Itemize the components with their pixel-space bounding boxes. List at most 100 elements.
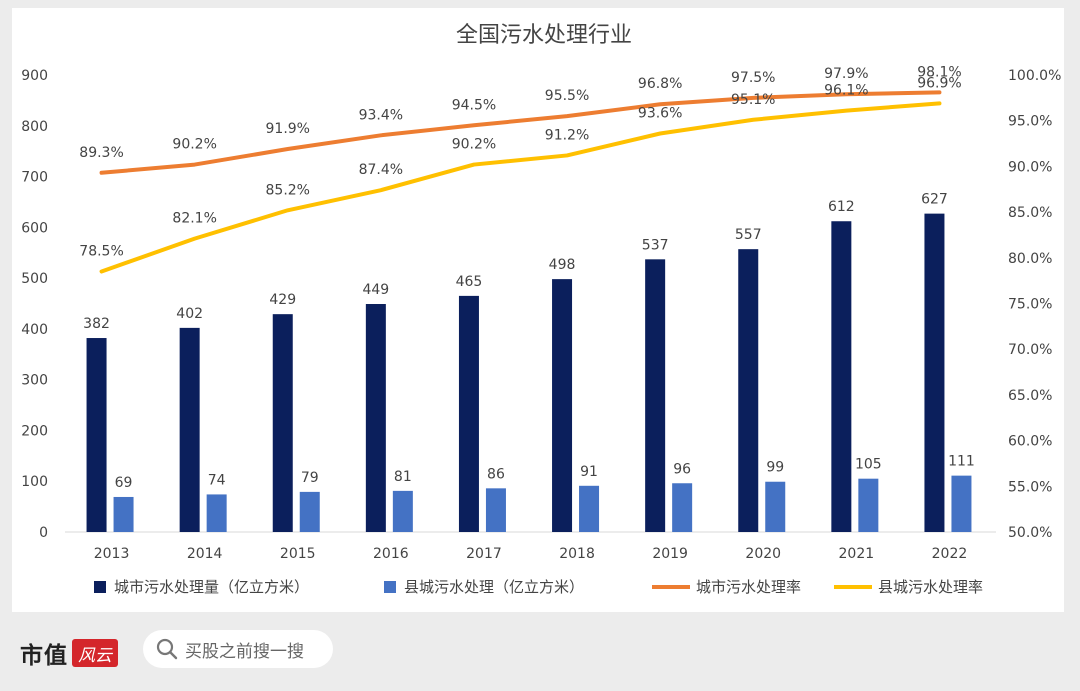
y-right-tick-label: 85.0% <box>1008 205 1052 221</box>
search-placeholder: 买股之前搜一搜 <box>185 641 304 662</box>
line-county-rate <box>99 101 942 274</box>
line-value-label: 85.2% <box>266 182 310 198</box>
bar-city <box>738 249 759 532</box>
bar-city <box>458 295 479 532</box>
y-left-tick-label: 0 <box>39 525 48 541</box>
line-value-label: 78.5% <box>79 244 123 260</box>
line-value-label: 95.5% <box>545 88 589 104</box>
bar-value-label: 91 <box>580 464 598 480</box>
y-left-tick-label: 400 <box>21 322 48 338</box>
footer-bar: 市值 风云 买股之前搜一搜 <box>0 614 1080 691</box>
line-value-label: 91.9% <box>266 121 310 137</box>
line-value-label: 93.4% <box>359 107 403 123</box>
bar-value-label: 74 <box>208 472 226 488</box>
bar-county <box>485 488 506 532</box>
y-left-tick-label: 900 <box>21 68 48 84</box>
legend-label: 县城污水处理率 <box>878 578 983 596</box>
bar-value-label: 429 <box>269 292 296 308</box>
y-left-tick-label: 100 <box>21 474 48 490</box>
brand-mark: 风云 <box>72 639 118 667</box>
bar-county <box>672 483 693 532</box>
bar-value-label: 612 <box>828 199 855 215</box>
line-value-label: 90.2% <box>172 137 216 153</box>
line-value-label: 96.1% <box>824 83 868 99</box>
bar-county <box>299 491 320 532</box>
legend-label: 县城污水处理（亿立方米） <box>404 578 584 596</box>
chart-title: 全国污水处理行业 <box>456 23 632 48</box>
y-right-tick-label: 65.0% <box>1008 388 1052 404</box>
brand-logo[interactable]: 市值 风云 <box>20 636 118 670</box>
line-value-label: 96.9% <box>917 75 961 91</box>
bar-value-label: 627 <box>921 192 948 208</box>
x-tick-label: 2017 <box>466 546 502 562</box>
bar-value-label: 69 <box>115 475 133 491</box>
bar-city <box>272 314 293 532</box>
line-value-label: 97.5% <box>731 70 775 86</box>
bar-value-label: 96 <box>673 461 691 477</box>
bar-county <box>951 475 972 532</box>
y-right-tick-label: 100.0% <box>1008 68 1061 84</box>
x-tick-label: 2015 <box>280 546 316 562</box>
line-value-label: 97.9% <box>824 66 868 82</box>
bar-city <box>86 338 107 532</box>
y-right-tick-label: 80.0% <box>1008 251 1052 267</box>
chart: 全国污水处理行业 0 100 200 300 400 500 600 700 800 900 50… <box>21 23 1061 596</box>
y-right-tick-label: 90.0% <box>1008 159 1052 175</box>
line-value-label: 96.8% <box>638 76 682 92</box>
y-left-tick-label: 300 <box>21 373 48 389</box>
y-right-tick-label: 50.0% <box>1008 525 1052 541</box>
line-value-label: 90.2% <box>452 137 496 153</box>
search-icon <box>156 638 178 660</box>
y-left-tick-label: 800 <box>21 119 48 135</box>
y-right-tick-label: 70.0% <box>1008 342 1052 358</box>
line-value-label: 91.2% <box>545 127 589 143</box>
bar-city <box>179 327 200 532</box>
line-value-label: 95.1% <box>731 92 775 108</box>
bar-value-label: 382 <box>83 316 110 332</box>
bar-value-label: 498 <box>549 257 576 273</box>
bar-value-label: 111 <box>948 454 975 470</box>
y-left-tick-label: 600 <box>21 220 48 236</box>
bar-city <box>831 221 852 533</box>
y-right-tick-label: 75.0% <box>1008 297 1052 313</box>
bar-value-label: 449 <box>362 282 389 298</box>
bar-value-label: 99 <box>766 460 784 476</box>
x-tick-label: 2018 <box>559 546 595 562</box>
y-right-tick-label: 95.0% <box>1008 114 1052 130</box>
bar-county <box>392 490 413 532</box>
y-left-tick-label: 700 <box>21 170 48 186</box>
line-value-label: 82.1% <box>172 211 216 227</box>
x-tick-label: 2021 <box>839 546 875 562</box>
y-right-tick-label: 55.0% <box>1008 479 1052 495</box>
bar-city <box>645 259 666 532</box>
line-city-rate <box>99 90 942 175</box>
bar-value-label: 557 <box>735 227 762 243</box>
search-box[interactable]: 买股之前搜一搜 <box>143 630 333 668</box>
legend-label: 城市污水处理量（亿立方米） <box>114 578 309 596</box>
y-right-tick-label: 60.0% <box>1008 434 1052 450</box>
x-tick-label: 2020 <box>745 546 781 562</box>
bar-county <box>858 478 879 532</box>
line-value-label: 93.6% <box>638 105 682 121</box>
line-value-label: 94.5% <box>452 97 496 113</box>
y-left-tick-label: 500 <box>21 271 48 287</box>
brand-name: 市值 <box>20 643 68 669</box>
bar-value-label: 402 <box>176 306 203 322</box>
legend-swatch <box>94 581 106 593</box>
legend-swatch <box>384 581 396 593</box>
y-left-tick-label: 200 <box>21 423 48 439</box>
line-value-label: 87.4% <box>359 162 403 178</box>
x-tick-label: 2013 <box>94 546 130 562</box>
bar-county <box>579 485 600 532</box>
x-tick-label: 2022 <box>932 546 968 562</box>
x-tick-label: 2019 <box>652 546 688 562</box>
bar-county <box>765 481 786 532</box>
bar-value-label: 465 <box>456 274 483 290</box>
bar-city <box>552 279 573 532</box>
line-value-label: 98.1% <box>917 64 961 80</box>
bar-city <box>365 304 386 532</box>
chart-card: 全国污水处理行业 0 100 200 300 400 500 600 700 800 900 50… <box>12 8 1064 612</box>
bar-value-label: 79 <box>301 470 319 486</box>
legend-label: 城市污水处理率 <box>696 578 801 596</box>
bar-county <box>206 494 227 532</box>
